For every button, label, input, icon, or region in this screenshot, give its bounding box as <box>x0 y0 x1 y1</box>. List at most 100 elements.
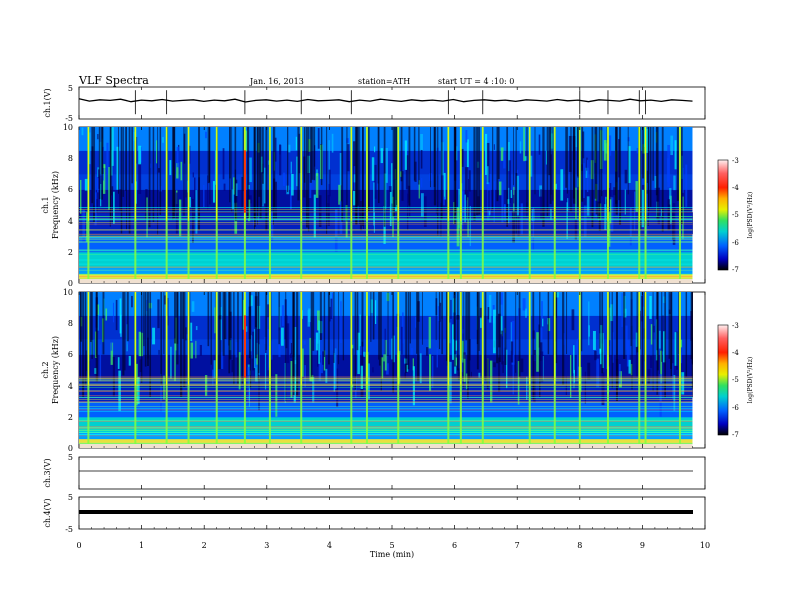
spectrum-band <box>79 377 693 402</box>
spectrum-dark-streak <box>457 292 459 371</box>
spectrum-dark-streak <box>346 127 348 222</box>
spectrum-noise <box>538 134 541 155</box>
spectrum-noise <box>621 293 623 327</box>
spectrum-noise <box>327 194 330 227</box>
spectrum-dark-streak <box>378 292 379 360</box>
spectrum-noise <box>108 167 111 210</box>
spectrum-dark-streak <box>265 292 267 354</box>
spectrum-noise <box>294 360 297 392</box>
spectrum-dark-streak <box>159 127 162 215</box>
spectrum-noise <box>385 356 389 375</box>
spectrum-noise <box>156 140 158 164</box>
spectrum-noise <box>628 146 631 183</box>
spectrum-dark-streak <box>441 292 443 355</box>
spectrum-noise <box>464 194 467 223</box>
spectrum-dark-streak <box>229 127 231 203</box>
ch1-spectrogram-image <box>79 127 693 283</box>
spectrum-dark-streak <box>101 127 103 200</box>
spectrum-dark-streak <box>435 292 437 341</box>
spectrum-dark-streak <box>661 127 664 232</box>
spectrum-noise <box>317 310 320 331</box>
spectrum-dark-streak <box>518 292 521 377</box>
spectrum-noise <box>190 342 194 359</box>
spectrum-dark-streak <box>182 292 184 339</box>
spectrum-noise <box>274 137 277 162</box>
x-tick-label: 1 <box>139 541 144 550</box>
spectrum-noise <box>501 182 504 223</box>
spectrum-dark-streak <box>400 127 403 182</box>
spectrum-dark-streak <box>312 292 315 351</box>
spectrum-noise <box>455 146 458 161</box>
x-tick-label: 10 <box>700 541 710 550</box>
ch2-colorbar-scale <box>717 324 729 436</box>
spectrum-dark-streak <box>319 292 322 340</box>
spectrum-noise <box>469 206 471 247</box>
spectrum-noise <box>523 127 525 162</box>
ch1-spec-ylabel-line1: ch.1 <box>41 196 50 213</box>
spectrum-dark-streak <box>258 127 261 197</box>
spectrum-noise <box>667 144 670 188</box>
spectrum-band <box>79 236 693 253</box>
spectrum-noise <box>313 194 316 238</box>
spectrum-noise <box>195 340 197 359</box>
spectrum-noise <box>290 353 292 359</box>
spectrum-dark-streak <box>430 127 431 188</box>
spectrum-noise <box>676 331 678 370</box>
spectrum-noise <box>673 375 676 411</box>
spectrum-dark-streak <box>234 127 237 221</box>
spectrum-dark-streak <box>513 127 514 186</box>
spectrum-noise <box>468 170 471 192</box>
spectrum-noise <box>660 208 663 216</box>
spectrum-noise <box>88 132 91 165</box>
spectrum-burst-core <box>134 127 136 221</box>
ch1-spec-ytick-10: 10 <box>63 123 73 132</box>
ch1-ytick-bottom: -5 <box>65 114 73 123</box>
spectrum-noise <box>636 147 639 154</box>
spectrum-noise <box>618 364 621 384</box>
spectrum-burst-core <box>679 292 681 386</box>
ch2-cb-tick-m4: -4 <box>732 349 739 357</box>
spectrum-burst-core <box>350 127 352 221</box>
spectrum-dark-streak <box>326 127 328 235</box>
spectrum-noise <box>115 299 118 331</box>
spectrum-dark-streak <box>515 292 517 373</box>
spectrum-noise <box>270 341 273 360</box>
spectrum-noise <box>449 361 452 404</box>
ch3-voltage-ylabel: ch.3(V) <box>43 458 52 487</box>
spectrum-noise <box>317 343 319 367</box>
spectrum-noise <box>414 161 417 182</box>
spectrum-noise <box>629 208 632 246</box>
spectrum-dark-streak <box>120 127 123 234</box>
spectrum-noise <box>310 375 314 382</box>
spectrum-noise <box>645 193 649 216</box>
spectrum-dark-streak <box>128 127 131 234</box>
spectrum-noise <box>467 179 470 221</box>
spectrum-noise <box>374 164 377 199</box>
spectrum-noise <box>138 163 142 195</box>
spectrum-dark-streak <box>496 127 499 202</box>
spectrum-noise <box>635 181 638 212</box>
spectrum-dark-streak <box>152 127 155 222</box>
spectrum-noise <box>331 292 334 319</box>
spectrum-dark-streak <box>247 127 250 219</box>
spectrum-noise <box>170 346 172 379</box>
spectrum-burst-core <box>269 292 271 386</box>
spectrum-noise <box>418 180 420 199</box>
spectrum-noise <box>279 144 282 176</box>
spectrum-noise <box>97 134 99 140</box>
ch4-voltage-ylabel: ch.4(V) <box>43 498 52 527</box>
spectrum-bottom-strip <box>79 444 693 448</box>
spectrum-dark-streak <box>473 127 476 221</box>
spectrum-noise <box>450 299 452 319</box>
spectrum-noise <box>654 175 657 188</box>
spectrum-dark-streak <box>421 292 423 345</box>
ch1-voltage-trace <box>78 90 693 115</box>
spectrum-dark-streak <box>241 292 244 385</box>
spectrum-noise <box>682 167 684 193</box>
spectrum-dark-streak <box>361 292 364 347</box>
spectrum-noise <box>267 304 270 318</box>
spectrum-dark-streak <box>598 127 601 231</box>
spectrum-noise <box>653 325 655 333</box>
spectrum-burst-core <box>482 127 484 221</box>
